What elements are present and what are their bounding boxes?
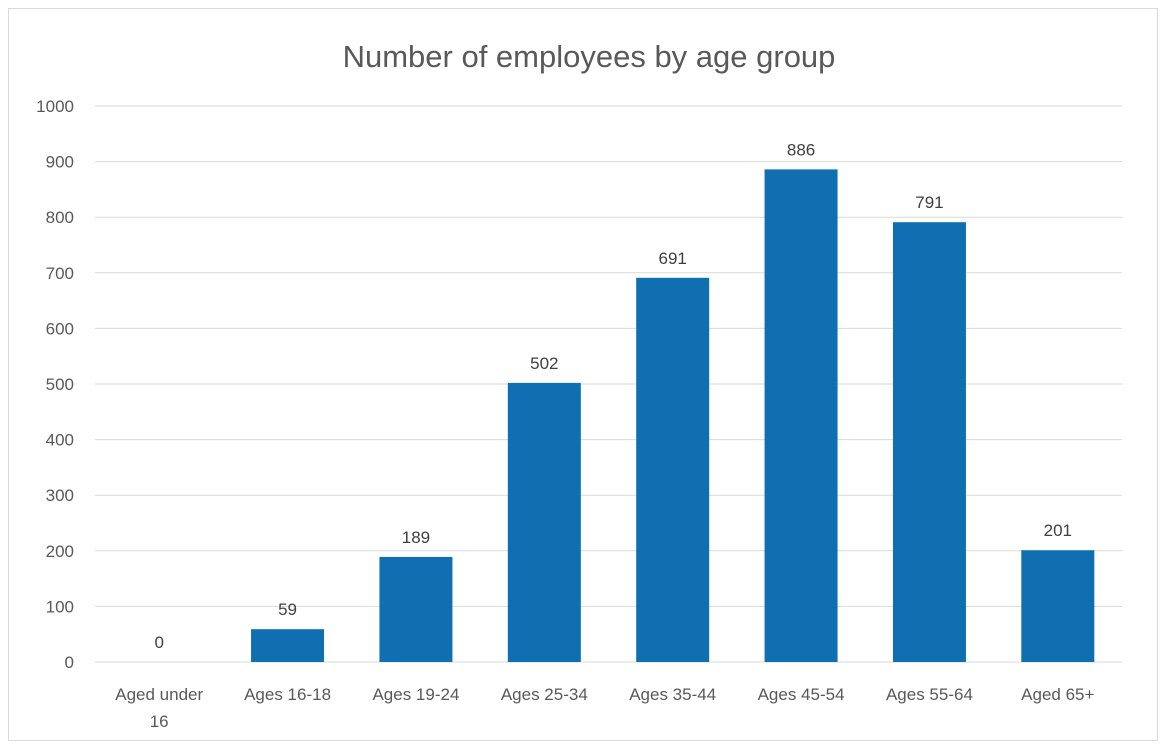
y-tick-label: 600: [46, 319, 74, 338]
y-tick-label: 0: [65, 653, 74, 672]
x-category-label: Ages 35-44: [629, 685, 716, 704]
x-category-label: Ages 16-18: [244, 685, 331, 704]
bars: [251, 169, 1095, 663]
y-tick-label: 200: [46, 542, 74, 561]
x-category-label: Ages 25-34: [501, 685, 588, 704]
bar-value-label: 502: [530, 354, 558, 373]
bar: [892, 222, 966, 663]
chart-title: Number of employees by age group: [343, 39, 836, 74]
bar-value-label: 59: [278, 600, 297, 619]
data-labels: 0 59 189 502 691 886 791 201: [154, 140, 1072, 652]
x-category-label: 16: [150, 712, 169, 731]
y-axis-ticks: 0 100 200 300 400 500 600 700 800 900 1000: [36, 97, 74, 672]
y-tick-label: 800: [46, 208, 74, 227]
y-tick-label: 700: [46, 264, 74, 283]
y-tick-label: 100: [46, 597, 74, 616]
bar-value-label: 886: [787, 140, 815, 159]
x-category-label: Aged under: [115, 685, 203, 704]
chart-frame: [8, 8, 1158, 741]
gridlines: [95, 105, 1122, 663]
y-tick-label: 400: [46, 431, 74, 450]
bar: [764, 169, 838, 662]
bar: [379, 556, 453, 662]
bar: [507, 382, 581, 662]
x-category-label: Ages 45-54: [758, 685, 845, 704]
x-axis-categories: Aged under 16 Ages 16-18 Ages 19-24 Ages 25-…: [115, 685, 1094, 731]
bar: [1021, 550, 1095, 662]
y-tick-label: 300: [46, 486, 74, 505]
y-tick-label: 1000: [36, 97, 74, 116]
y-tick-label: 500: [46, 375, 74, 394]
x-category-label: Aged 65+: [1021, 685, 1094, 704]
bar-value-label: 0: [154, 633, 163, 652]
bar-value-label: 691: [659, 249, 687, 268]
bar-value-label: 201: [1044, 521, 1072, 540]
y-tick-label: 900: [46, 153, 74, 172]
bar-value-label: 189: [402, 528, 430, 547]
bar-value-label: 791: [915, 193, 943, 212]
bar: [636, 277, 710, 662]
bar: [251, 629, 325, 662]
x-category-label: Ages 19-24: [372, 685, 459, 704]
x-category-label: Ages 55-64: [886, 685, 973, 704]
